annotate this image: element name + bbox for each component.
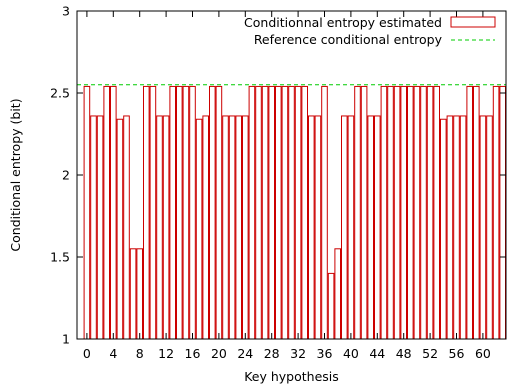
bar-32 bbox=[294, 85, 302, 340]
legend-label-estimated: Conditionnal entropy estimated bbox=[244, 15, 442, 30]
bar-34 bbox=[308, 115, 315, 340]
bar-55 bbox=[446, 115, 454, 340]
x-tick-label-28: 28 bbox=[264, 346, 280, 361]
bar-25 bbox=[248, 85, 256, 340]
bar-33 bbox=[301, 85, 308, 340]
bar-12 bbox=[162, 115, 170, 340]
x-tick-label-60: 60 bbox=[475, 346, 491, 361]
legend-label-reference: Reference conditional entropy bbox=[254, 32, 443, 47]
bar-50 bbox=[413, 85, 421, 340]
bar-38 bbox=[334, 248, 341, 340]
bar-48 bbox=[400, 85, 407, 340]
x-tick-label-8: 8 bbox=[136, 346, 144, 361]
x-tick-label-24: 24 bbox=[237, 346, 253, 361]
legend: Conditionnal entropy estimated Reference… bbox=[244, 15, 496, 47]
y-tick-label-3: 3 bbox=[62, 4, 70, 19]
bar-62 bbox=[492, 85, 500, 340]
bar-54 bbox=[440, 118, 447, 340]
x-tick-label-4: 4 bbox=[109, 346, 117, 361]
x-tick-label-52: 52 bbox=[422, 346, 438, 361]
bar-5 bbox=[116, 118, 124, 340]
bar-36 bbox=[321, 85, 328, 340]
bar-44 bbox=[374, 115, 381, 340]
bar-23 bbox=[235, 115, 242, 340]
bar-63 bbox=[499, 85, 506, 340]
x-axis-title: Key hypothesis bbox=[244, 369, 339, 384]
x-tick-label-44: 44 bbox=[369, 346, 385, 361]
bar-52 bbox=[426, 85, 434, 340]
bar-42 bbox=[360, 85, 368, 340]
bar-27 bbox=[261, 85, 269, 340]
bar-20 bbox=[215, 85, 223, 340]
bar-22 bbox=[228, 115, 236, 340]
bar-45 bbox=[380, 85, 388, 340]
ticks-layer bbox=[77, 10, 506, 340]
bar-51 bbox=[420, 85, 427, 340]
bar-60 bbox=[479, 115, 487, 340]
x-tick-label-20: 20 bbox=[211, 346, 227, 361]
bar-28 bbox=[268, 85, 275, 340]
bar-56 bbox=[453, 115, 460, 340]
x-tick-label-12: 12 bbox=[158, 346, 174, 361]
bar-17 bbox=[195, 118, 203, 340]
bar-61 bbox=[486, 115, 493, 340]
bar-41 bbox=[354, 85, 361, 340]
bar-39 bbox=[341, 115, 348, 340]
x-tick-label-0: 0 bbox=[83, 346, 91, 361]
bars-layer bbox=[83, 85, 506, 340]
tick-labels-layer: 11.522.530 4 8 12 16 20 24 28 32 36 40 44 48 52 56 60 bbox=[50, 4, 491, 362]
bar-4 bbox=[110, 85, 117, 340]
bar-13 bbox=[169, 85, 176, 340]
x-tick-label-32: 32 bbox=[290, 346, 306, 361]
bar-47 bbox=[393, 85, 401, 340]
y-axis-title: Conditional entropy (bit) bbox=[8, 98, 23, 251]
bar-11 bbox=[156, 115, 163, 340]
y-tick-label-2.5: 2.5 bbox=[50, 86, 70, 101]
x-tick-label-40: 40 bbox=[343, 346, 359, 361]
bar-31 bbox=[288, 85, 295, 340]
bar-59 bbox=[473, 85, 480, 340]
x-tick-label-56: 56 bbox=[449, 346, 465, 361]
bar-24 bbox=[242, 115, 249, 340]
x-tick-label-16: 16 bbox=[185, 346, 201, 361]
bar-26 bbox=[255, 85, 262, 340]
bar-49 bbox=[407, 85, 414, 340]
bar-15 bbox=[182, 85, 190, 340]
bar-6 bbox=[123, 115, 130, 340]
bar-7 bbox=[129, 248, 137, 340]
legend-swatch-estimated bbox=[450, 16, 496, 28]
bar-18 bbox=[202, 115, 209, 340]
y-tick-label-1: 1 bbox=[62, 332, 70, 347]
bar-46 bbox=[387, 85, 394, 340]
bar-16 bbox=[189, 85, 196, 340]
bar-10 bbox=[149, 85, 157, 340]
y-tick-label-1.5: 1.5 bbox=[50, 250, 70, 265]
bar-8 bbox=[136, 248, 143, 340]
bar-53 bbox=[433, 85, 440, 340]
bar-58 bbox=[466, 85, 473, 340]
bar-14 bbox=[176, 85, 183, 340]
plot-frame bbox=[76, 10, 507, 340]
bar-43 bbox=[367, 115, 374, 340]
bar-57 bbox=[459, 115, 467, 340]
y-tick-label-2: 2 bbox=[62, 168, 70, 183]
bar-19 bbox=[209, 85, 216, 340]
bar-29 bbox=[275, 85, 282, 340]
bar-1 bbox=[90, 115, 97, 340]
bar-9 bbox=[143, 85, 150, 340]
bar-0 bbox=[83, 85, 91, 340]
bar-3 bbox=[103, 85, 111, 340]
x-tick-label-36: 36 bbox=[317, 346, 333, 361]
bar-30 bbox=[281, 85, 289, 340]
bar-40 bbox=[347, 115, 355, 340]
bar-21 bbox=[222, 115, 229, 340]
bar-35 bbox=[314, 115, 322, 340]
x-tick-label-48: 48 bbox=[396, 346, 412, 361]
bar-2 bbox=[96, 115, 104, 340]
bar-37 bbox=[327, 272, 335, 340]
